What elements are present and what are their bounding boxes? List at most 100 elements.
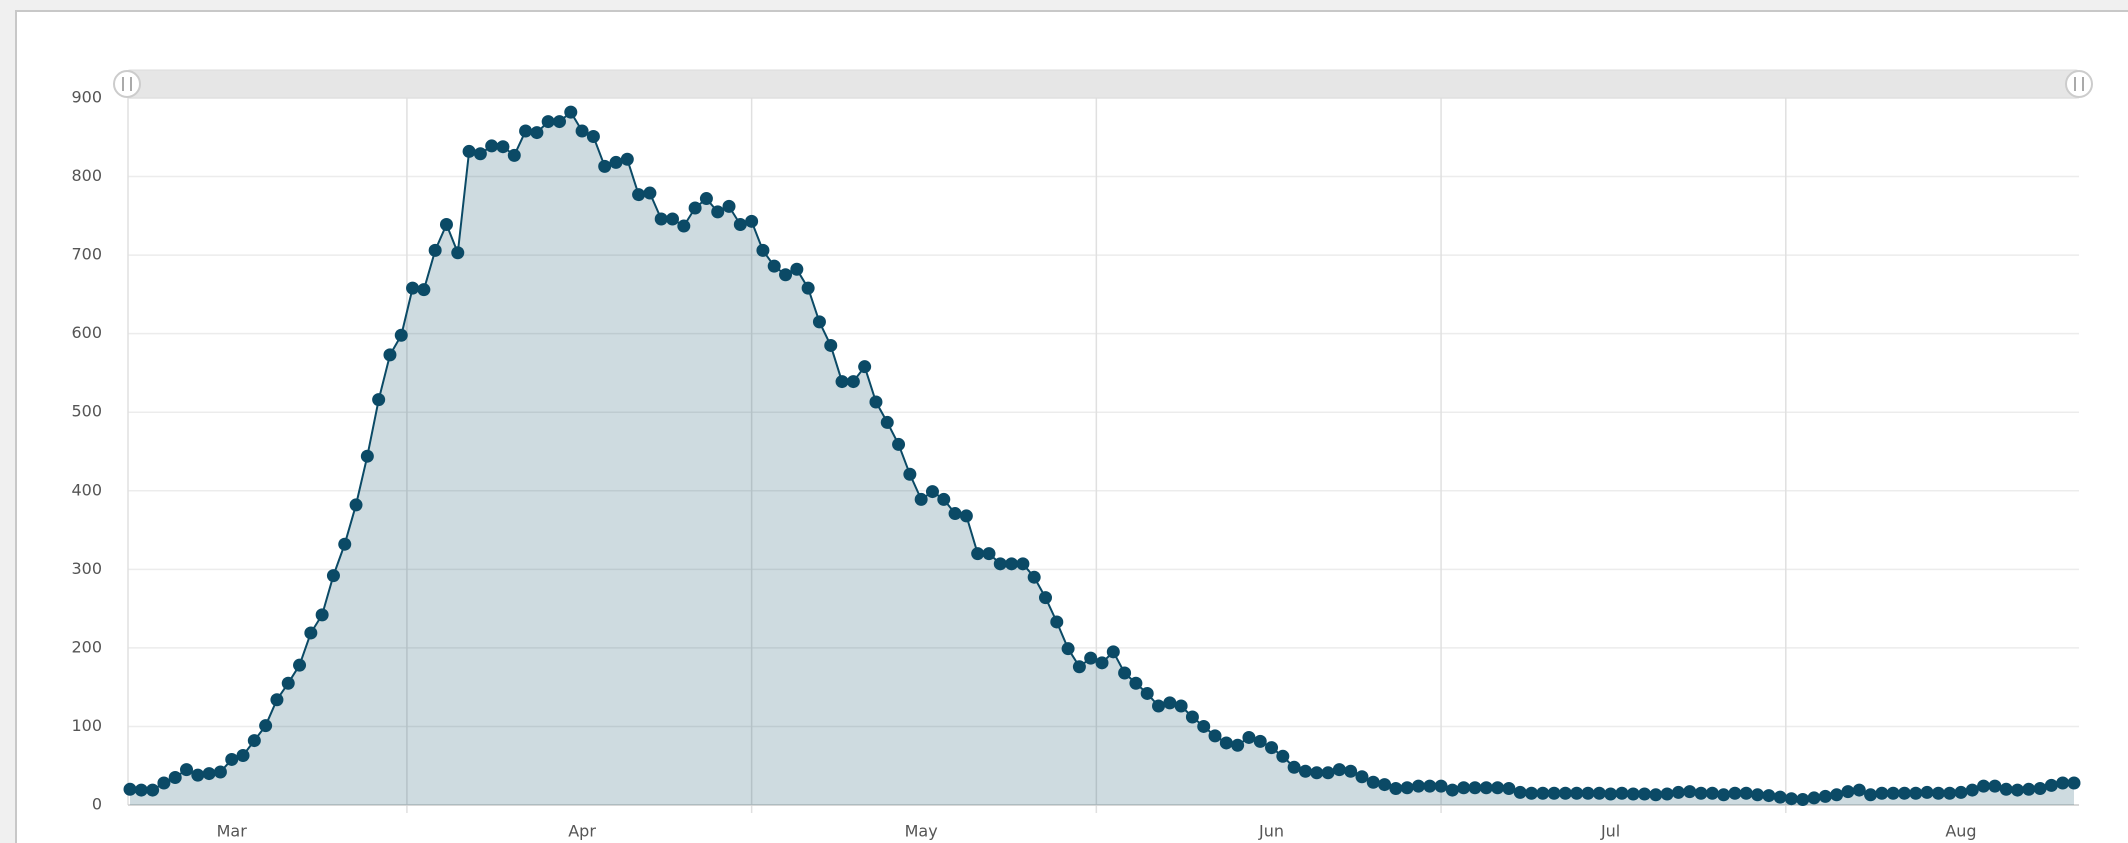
data-point — [507, 148, 521, 162]
data-point — [1468, 781, 1482, 795]
data-point — [1163, 696, 1177, 710]
data-point — [552, 115, 566, 129]
panel — [15, 10, 2128, 843]
data-point — [462, 144, 476, 158]
data-point — [270, 693, 284, 707]
data-point — [971, 547, 985, 561]
slider-handle-right[interactable] — [2065, 70, 2093, 98]
y-tick-label: 800 — [71, 166, 102, 185]
y-tick-label: 200 — [71, 637, 102, 656]
data-point — [1050, 615, 1064, 629]
data-point — [1106, 645, 1120, 659]
data-point — [247, 734, 261, 748]
data-point — [575, 124, 589, 138]
data-point — [1084, 651, 1098, 665]
data-point — [134, 783, 148, 797]
data-point — [1027, 570, 1041, 584]
data-point — [959, 509, 973, 523]
data-point — [1197, 719, 1211, 733]
data-point — [2022, 782, 2036, 796]
data-point — [1389, 782, 1403, 796]
data-point — [1152, 699, 1166, 713]
data-point — [1671, 785, 1685, 799]
data-point — [326, 569, 340, 583]
data-point — [801, 281, 815, 295]
data-point — [417, 283, 431, 297]
data-point — [598, 159, 612, 173]
data-point — [1310, 766, 1324, 780]
data-point — [1208, 729, 1222, 743]
data-point — [993, 557, 1007, 571]
range-slider[interactable] — [113, 69, 2093, 99]
data-point — [168, 771, 182, 785]
data-point — [1581, 786, 1595, 800]
data-point — [858, 360, 872, 374]
data-point — [1728, 786, 1742, 800]
data-point — [643, 186, 657, 200]
data-point — [564, 105, 578, 119]
y-tick-label: 300 — [71, 559, 102, 578]
data-point — [733, 217, 747, 231]
data-point — [1140, 686, 1154, 700]
data-point — [677, 219, 691, 233]
data-point — [2067, 776, 2081, 790]
data-point — [654, 212, 668, 226]
data-point — [1185, 710, 1199, 724]
data-point — [473, 147, 487, 161]
data-point — [699, 192, 713, 206]
data-point — [1513, 785, 1527, 799]
handle-grip — [2074, 77, 2084, 91]
data-point — [1434, 779, 1448, 793]
data-point — [1491, 781, 1505, 795]
data-point — [1592, 786, 1606, 800]
data-point — [1061, 642, 1075, 656]
data-point — [846, 375, 860, 389]
data-point — [1920, 785, 1934, 799]
data-point — [1118, 666, 1132, 680]
data-point — [1649, 788, 1663, 802]
data-point — [609, 155, 623, 169]
data-point — [428, 243, 442, 257]
slider-handle-left[interactable] — [113, 70, 141, 98]
data-point — [1219, 736, 1233, 750]
data-point — [1038, 591, 1052, 605]
data-point — [360, 449, 374, 463]
data-point — [1875, 786, 1889, 800]
data-point — [439, 217, 453, 231]
data-point — [383, 348, 397, 362]
data-point — [1818, 789, 1832, 803]
y-tick-label: 400 — [71, 480, 102, 499]
data-point — [1536, 786, 1550, 800]
data-point — [180, 763, 194, 777]
data-point — [1739, 786, 1753, 800]
data-point — [2044, 778, 2058, 792]
data-point — [1457, 781, 1471, 795]
data-point — [1830, 788, 1844, 802]
data-point — [1796, 793, 1810, 807]
data-point — [1287, 760, 1301, 774]
data-point — [281, 676, 295, 690]
data-point — [1694, 786, 1708, 800]
data-point — [304, 626, 318, 640]
data-point — [1931, 786, 1945, 800]
data-point — [1683, 785, 1697, 799]
x-tick-label: Apr — [568, 822, 596, 841]
data-point — [903, 467, 917, 481]
data-point — [1502, 782, 1516, 796]
data-point — [1773, 790, 1787, 804]
data-point — [586, 129, 600, 143]
slider-track — [125, 69, 2081, 99]
y-tick-label: 900 — [71, 88, 102, 107]
y-tick-label: 500 — [71, 402, 102, 421]
data-point — [666, 212, 680, 226]
data-point — [745, 214, 759, 228]
data-point — [1909, 786, 1923, 800]
data-point — [722, 199, 736, 213]
data-point — [485, 139, 499, 153]
data-point — [451, 246, 465, 260]
x-tick-label: Jun — [1258, 822, 1284, 841]
data-point — [123, 782, 137, 796]
data-point — [1445, 783, 1459, 797]
data-point — [338, 537, 352, 551]
data-point — [1999, 782, 2013, 796]
